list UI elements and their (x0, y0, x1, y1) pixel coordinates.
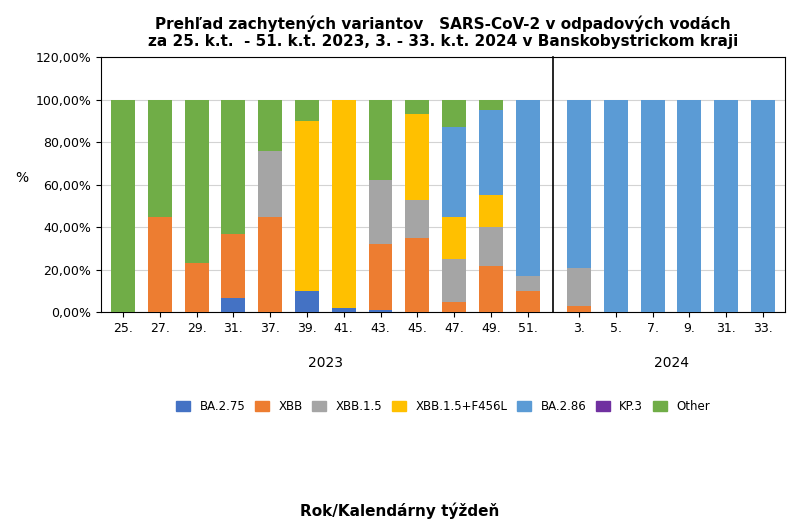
Bar (442, 100, 466, 127)
Bar (258, 100, 282, 151)
Bar (406, 200, 430, 238)
Bar (369, 310, 393, 312)
Bar (295, 121, 319, 291)
Bar (442, 127, 466, 216)
Bar (148, 100, 172, 216)
Bar (369, 180, 393, 244)
Bar (222, 298, 246, 312)
Y-axis label: %: % (15, 171, 28, 185)
Bar (148, 216, 172, 312)
Bar (678, 100, 702, 312)
Bar (479, 100, 502, 110)
Bar (222, 100, 246, 234)
Text: 2024: 2024 (654, 356, 689, 370)
Bar (567, 100, 591, 268)
Bar (111, 100, 135, 312)
Bar (369, 100, 393, 180)
Text: Rok/Kalendárny týždeň: Rok/Kalendárny týždeň (300, 503, 500, 519)
Bar (406, 238, 430, 312)
Bar (222, 234, 246, 298)
Bar (479, 266, 502, 312)
Bar (479, 227, 502, 266)
Bar (442, 302, 466, 312)
Bar (185, 100, 209, 264)
Bar (479, 110, 502, 195)
Bar (295, 100, 319, 121)
Legend: BA.2.75, XBB, XBB.1.5, XBB.1.5+F456L, BA.2.86, KP.3, Other: BA.2.75, XBB, XBB.1.5, XBB.1.5+F456L, BA… (171, 395, 714, 418)
Bar (714, 100, 738, 312)
Bar (567, 306, 591, 312)
Bar (332, 100, 356, 308)
Bar (751, 100, 775, 312)
Bar (516, 100, 539, 276)
Text: 2023: 2023 (308, 356, 343, 370)
Bar (567, 268, 591, 306)
Bar (332, 308, 356, 312)
Bar (369, 244, 393, 310)
Bar (604, 100, 628, 312)
Bar (406, 100, 430, 114)
Bar (442, 216, 466, 259)
Bar (258, 151, 282, 216)
Bar (185, 264, 209, 312)
Bar (641, 100, 665, 312)
Bar (295, 291, 319, 312)
Bar (516, 291, 539, 312)
Bar (258, 216, 282, 312)
Bar (479, 195, 502, 227)
Bar (442, 259, 466, 302)
Bar (406, 114, 430, 200)
Title: Prehľad zachytených variantov   SARS-CoV-2 v odpadových vodách
za 25. k.t.  - 51: Prehľad zachytených variantov SARS-CoV-2… (148, 15, 738, 49)
Bar (516, 276, 539, 291)
